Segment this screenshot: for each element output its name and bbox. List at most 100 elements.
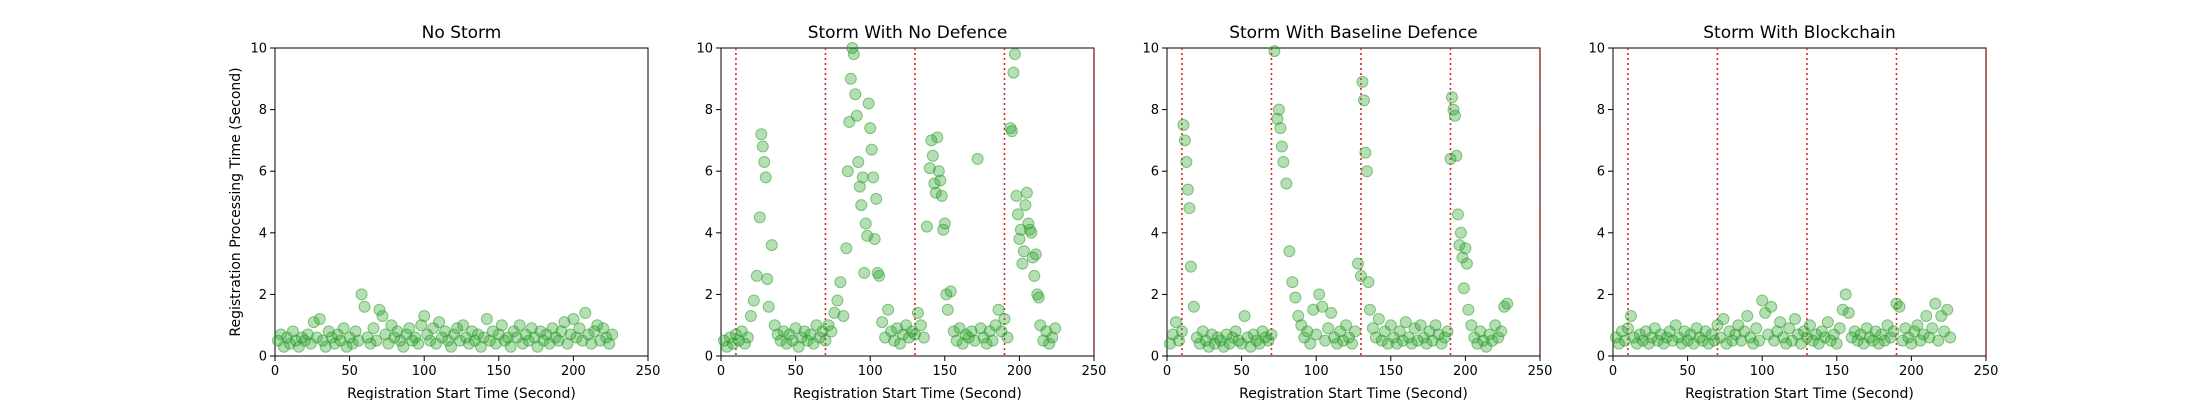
data-point	[723, 331, 736, 344]
data-point	[468, 334, 481, 347]
data-point	[977, 331, 990, 344]
data-point	[376, 309, 389, 322]
data-point	[1642, 337, 1655, 350]
data-point	[1759, 306, 1772, 319]
data-point	[1375, 334, 1388, 347]
data-point	[370, 334, 383, 347]
data-point	[585, 337, 598, 350]
data-point	[1448, 109, 1461, 122]
data-point	[385, 319, 398, 332]
x-axis-label: Registration Start Time (Second)	[1239, 386, 1468, 400]
data-point	[1199, 334, 1212, 347]
y-tick-label: 8	[259, 103, 267, 118]
data-point	[1872, 337, 1885, 350]
data-point	[1486, 334, 1499, 347]
data-point	[1639, 325, 1652, 338]
data-point	[1878, 334, 1891, 347]
data-point	[1780, 337, 1793, 350]
data-point	[1794, 337, 1807, 350]
data-point	[917, 331, 930, 344]
data-point	[853, 180, 866, 193]
plot-frame	[720, 47, 1095, 357]
data-point	[1337, 334, 1350, 347]
data-point	[744, 309, 757, 322]
data-point	[1190, 331, 1203, 344]
data-point	[1331, 337, 1344, 350]
data-point	[755, 128, 768, 141]
data-point	[1803, 319, 1816, 332]
chart-title: No Storm	[422, 23, 502, 43]
data-point	[1809, 328, 1822, 341]
data-point	[1166, 328, 1179, 341]
x-tick-label: 0	[717, 364, 725, 379]
data-point	[1800, 331, 1813, 344]
data-point	[1723, 325, 1736, 338]
data-point	[1286, 276, 1299, 289]
data-point	[274, 328, 287, 341]
data-point	[310, 331, 323, 344]
data-point	[591, 319, 604, 332]
data-point	[1480, 340, 1493, 353]
data-point	[825, 325, 838, 338]
x-tick-label: 250	[1528, 364, 1553, 379]
data-point	[840, 242, 853, 255]
data-point	[1459, 242, 1472, 255]
data-point	[980, 337, 993, 350]
data-point	[1007, 66, 1020, 79]
x-tick-label: 50	[1679, 364, 1696, 379]
data-point	[1028, 269, 1041, 282]
data-point	[1405, 337, 1418, 350]
data-point	[758, 155, 771, 168]
data-point	[932, 165, 945, 178]
data-point	[597, 322, 610, 335]
data-point	[1917, 328, 1930, 341]
data-point	[1827, 328, 1840, 341]
data-point	[934, 174, 947, 187]
data-point	[1735, 334, 1748, 347]
data-point	[855, 199, 868, 212]
data-point	[1453, 239, 1466, 252]
data-point	[1726, 334, 1739, 347]
data-point	[726, 337, 739, 350]
data-point	[1869, 325, 1882, 338]
data-point	[1738, 325, 1751, 338]
data-point	[1851, 334, 1864, 347]
data-point	[1705, 328, 1718, 341]
data-point	[1842, 306, 1855, 319]
data-point	[1645, 331, 1658, 344]
x-tick-label: 0	[1609, 364, 1617, 379]
data-point	[1274, 122, 1287, 135]
y-tick-label: 0	[705, 350, 713, 365]
data-point	[1390, 337, 1403, 350]
data-point	[415, 319, 428, 332]
data-point	[807, 337, 820, 350]
data-point	[1812, 337, 1825, 350]
data-point	[1845, 331, 1858, 344]
data-point	[1893, 300, 1906, 313]
data-point	[1208, 337, 1221, 350]
data-point	[1181, 183, 1194, 196]
data-point	[1935, 309, 1948, 322]
data-point	[600, 331, 613, 344]
data-point	[1046, 331, 1059, 344]
data-point	[1029, 248, 1042, 261]
data-point	[1193, 337, 1206, 350]
data-point	[531, 340, 544, 353]
data-point	[1229, 325, 1242, 338]
data-point	[483, 334, 496, 347]
data-point	[1672, 331, 1685, 344]
data-point	[606, 328, 619, 341]
data-point	[1016, 257, 1029, 270]
data-point	[355, 288, 368, 301]
data-point	[1348, 325, 1361, 338]
data-point	[828, 306, 841, 319]
data-point	[1241, 331, 1254, 344]
data-point	[322, 325, 335, 338]
data-point	[424, 334, 437, 347]
data-point	[1633, 328, 1646, 341]
data-point	[1408, 322, 1421, 335]
x-tick-label: 100	[1750, 364, 1775, 379]
data-point	[346, 337, 359, 350]
data-point	[1008, 48, 1021, 61]
